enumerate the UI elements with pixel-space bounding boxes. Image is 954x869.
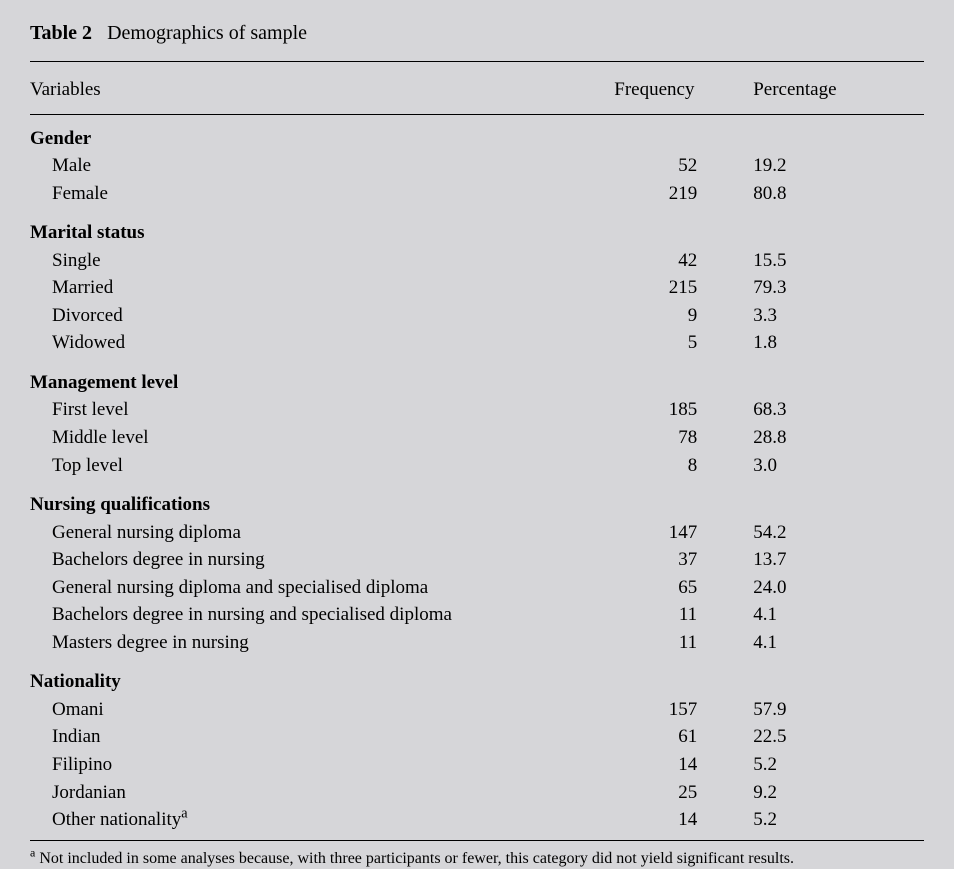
table-row: Male5219.2 [30, 152, 924, 180]
row-sup: a [181, 806, 187, 822]
table-row: General nursing diploma14754.2 [30, 519, 924, 547]
table-row: Filipino145.2 [30, 751, 924, 779]
row-percentage: 24.0 [745, 574, 924, 602]
row-frequency: 52 [584, 152, 745, 180]
table-row: Single4215.5 [30, 247, 924, 275]
row-label: Bachelors degree in nursing and speciali… [30, 601, 584, 629]
table-row: Masters degree in nursing114.1 [30, 629, 924, 657]
row-frequency: 37 [584, 546, 745, 574]
row-percentage: 1.8 [745, 329, 924, 357]
row-label: Married [30, 274, 584, 302]
row-percentage: 19.2 [745, 152, 924, 180]
row-percentage: 5.2 [745, 751, 924, 779]
row-label: Filipino [30, 751, 584, 779]
table-row: Top level83.0 [30, 452, 924, 480]
row-frequency: 25 [584, 779, 745, 807]
row-percentage: 9.2 [745, 779, 924, 807]
row-frequency: 8 [584, 452, 745, 480]
table-row: Bachelors degree in nursing3713.7 [30, 546, 924, 574]
row-label: Masters degree in nursing [30, 629, 584, 657]
row-frequency: 185 [584, 396, 745, 424]
row-percentage: 15.5 [745, 247, 924, 275]
group-row: Nationality [30, 656, 924, 696]
group-row: Nursing qualifications [30, 479, 924, 519]
row-frequency: 14 [584, 806, 745, 840]
group-label: Nursing qualifications [30, 479, 924, 519]
table-row: Widowed51.8 [30, 329, 924, 357]
row-frequency: 9 [584, 302, 745, 330]
table-caption: Demographics of sample [107, 22, 307, 44]
row-label: Widowed [30, 329, 584, 357]
row-percentage: 5.2 [745, 806, 924, 840]
row-percentage: 4.1 [745, 629, 924, 657]
col-percentage: Percentage [745, 62, 924, 114]
row-label: General nursing diploma [30, 519, 584, 547]
row-label: Divorced [30, 302, 584, 330]
row-frequency: 14 [584, 751, 745, 779]
row-frequency: 65 [584, 574, 745, 602]
row-frequency: 11 [584, 629, 745, 657]
col-frequency: Frequency [584, 62, 745, 114]
table-row: Indian6122.5 [30, 723, 924, 751]
group-row: Gender [30, 114, 924, 152]
group-row: Marital status [30, 207, 924, 247]
row-percentage: 3.3 [745, 302, 924, 330]
row-frequency: 157 [584, 696, 745, 724]
header-row: Variables Frequency Percentage [30, 62, 924, 114]
group-row: Management level [30, 357, 924, 397]
group-label: Marital status [30, 207, 924, 247]
table-title: Table 2 Demographics of sample [30, 22, 924, 45]
col-variables: Variables [30, 62, 584, 114]
row-frequency: 11 [584, 601, 745, 629]
row-label: Omani [30, 696, 584, 724]
table-row: Jordanian259.2 [30, 779, 924, 807]
row-label: Single [30, 247, 584, 275]
table-row: Middle level7828.8 [30, 424, 924, 452]
table-row: General nursing diploma and specialised … [30, 574, 924, 602]
row-label: Indian [30, 723, 584, 751]
table-row: Female21980.8 [30, 180, 924, 208]
row-percentage: 57.9 [745, 696, 924, 724]
row-frequency: 78 [584, 424, 745, 452]
table-body: GenderMale5219.2Female21980.8Marital sta… [30, 114, 924, 840]
row-percentage: 13.7 [745, 546, 924, 574]
row-frequency: 147 [584, 519, 745, 547]
row-frequency: 215 [584, 274, 745, 302]
table-number: Table 2 [30, 22, 92, 44]
row-percentage: 80.8 [745, 180, 924, 208]
row-label: Bachelors degree in nursing [30, 546, 584, 574]
row-label: General nursing diploma and specialised … [30, 574, 584, 602]
table-container: Table 2 Demographics of sample Variables… [0, 0, 954, 858]
row-percentage: 22.5 [745, 723, 924, 751]
row-label: Jordanian [30, 779, 584, 807]
table-row: Other nationalitya145.2 [30, 806, 924, 840]
row-label: Female [30, 180, 584, 208]
group-label: Management level [30, 357, 924, 397]
group-label: Nationality [30, 656, 924, 696]
table-row: Omani15757.9 [30, 696, 924, 724]
row-percentage: 54.2 [745, 519, 924, 547]
row-frequency: 219 [584, 180, 745, 208]
row-frequency: 42 [584, 247, 745, 275]
row-frequency: 5 [584, 329, 745, 357]
row-percentage: 68.3 [745, 396, 924, 424]
table-row: First level18568.3 [30, 396, 924, 424]
table-footnote: a Not included in some analyses because,… [30, 849, 924, 869]
row-percentage: 4.1 [745, 601, 924, 629]
table-row: Married21579.3 [30, 274, 924, 302]
demographics-table: Variables Frequency Percentage GenderMal… [30, 62, 924, 841]
row-percentage: 3.0 [745, 452, 924, 480]
row-label: Other nationalitya [30, 806, 584, 840]
row-label: Top level [30, 452, 584, 480]
table-row: Bachelors degree in nursing and speciali… [30, 601, 924, 629]
row-label: Male [30, 152, 584, 180]
row-frequency: 61 [584, 723, 745, 751]
row-percentage: 28.8 [745, 424, 924, 452]
row-percentage: 79.3 [745, 274, 924, 302]
group-label: Gender [30, 114, 924, 152]
footnote-text: Not included in some analyses because, w… [35, 850, 794, 867]
row-label: Middle level [30, 424, 584, 452]
row-label: First level [30, 396, 584, 424]
table-row: Divorced93.3 [30, 302, 924, 330]
